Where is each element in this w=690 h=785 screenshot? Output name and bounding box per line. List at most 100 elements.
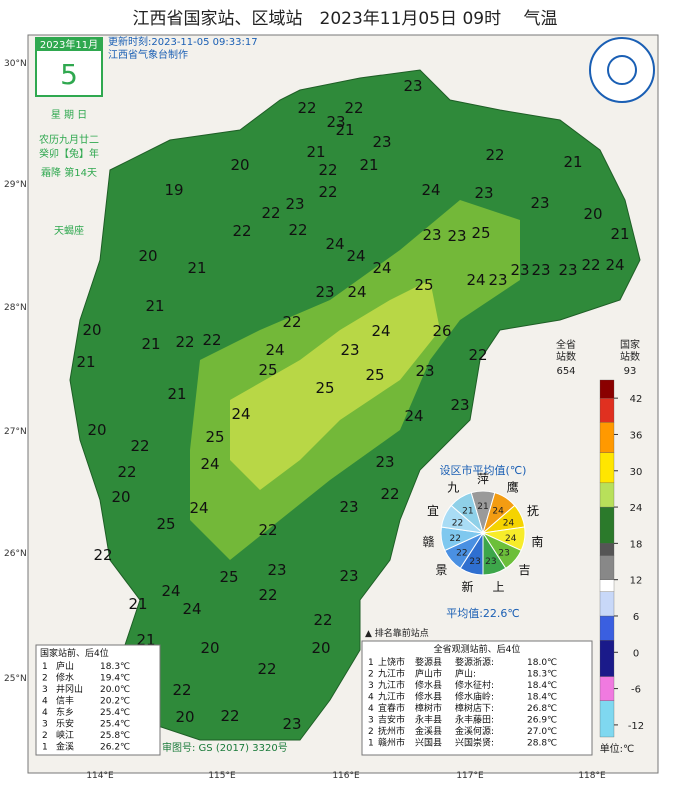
legend-count-all: 654	[556, 366, 575, 377]
station-value: 22	[380, 485, 399, 503]
national-table-box	[35, 644, 161, 756]
station-value: 20	[583, 205, 602, 223]
province-cell: 2	[368, 727, 374, 737]
marker-note: ▲ 排名靠前站点	[365, 627, 429, 639]
legend-line: 站数	[556, 350, 576, 363]
station-value: 24	[404, 407, 423, 425]
day: 5	[60, 58, 78, 91]
update-time: 更新时刻:2023-11-05 09:33:17	[108, 35, 258, 48]
unit: 单位:℃	[600, 742, 635, 755]
station-value: 23	[447, 227, 466, 245]
national-cell: 20.0℃	[100, 685, 130, 695]
station-value: 23	[450, 396, 469, 414]
pie-value: 22	[450, 534, 461, 544]
national-cell: 3	[42, 685, 48, 695]
pie-category: 新	[461, 579, 473, 594]
dynamic-layer: 30°N 29°N 28°N 27°N 26°N 25°N 114°E 115°E 116°E 1…	[4, 59, 644, 781]
colorbar-step	[599, 615, 615, 641]
legend-header-all: 全省站数	[556, 338, 576, 363]
station-value: 23	[339, 567, 358, 585]
station-value: 24	[189, 499, 208, 517]
province-cell: 赣州市	[378, 737, 405, 749]
station-value: 23	[510, 261, 529, 279]
station-value: 24	[265, 341, 284, 359]
province-cell: 庐山市	[415, 668, 442, 680]
national-cell: 修水	[56, 672, 74, 684]
pie-value: 21	[477, 502, 488, 512]
province-cell: 九江市	[378, 679, 405, 691]
legend-header-nat: 国家站数	[620, 338, 640, 363]
national-cell: 2	[42, 731, 48, 741]
national-cell: 2	[42, 674, 48, 684]
station-value: 24	[182, 600, 201, 618]
station-value: 24	[347, 283, 366, 301]
colorbar-step	[599, 506, 615, 544]
station-value: 22	[175, 333, 194, 351]
national-cell: 信丰	[56, 695, 74, 707]
pie-category: 萍	[477, 472, 489, 486]
province-cell: 永丰县	[415, 714, 442, 726]
lon-label: 115°E	[208, 771, 236, 781]
station-value: 22	[344, 99, 363, 117]
lat-label: 30°N	[4, 59, 27, 69]
province-cell: 修水县	[415, 691, 442, 703]
station-value: 21	[145, 297, 164, 315]
station-value: 21	[141, 335, 160, 353]
pie-value: 24	[505, 534, 517, 544]
province-cell: 2	[368, 670, 374, 680]
colorbar-step	[599, 640, 615, 677]
lat-label: 29°N	[4, 180, 27, 190]
legend-line: 国家	[620, 338, 640, 351]
national-cell: 26.2℃	[100, 743, 130, 753]
pie-category: 鹰	[507, 480, 519, 495]
colorbar-step	[599, 591, 615, 617]
province-cell: 宜春市	[378, 702, 405, 714]
colorbar-label: 0	[633, 648, 639, 659]
colorbar-label: -12	[628, 721, 644, 732]
station-value: 22	[581, 256, 600, 274]
province-cell: 兴国县	[415, 738, 442, 749]
lat-label: 25°N	[4, 674, 27, 684]
station-value: 20	[138, 247, 157, 265]
province-cell: 4	[368, 704, 374, 714]
station-value: 23	[530, 194, 549, 212]
maker: 江西省气象台制作	[108, 48, 188, 61]
station-value: 24	[466, 271, 485, 289]
province-cell: 樟树市	[415, 702, 442, 714]
weekday: 星 期 日	[51, 109, 87, 121]
province-cell: 1	[368, 658, 374, 668]
station-value: 20	[175, 708, 194, 726]
station-value: 26	[432, 322, 451, 340]
station-value: 21	[167, 385, 186, 403]
province-cell: 3	[368, 681, 374, 691]
colorbar-step	[599, 422, 615, 453]
province-cell: 28.8℃	[527, 739, 557, 749]
province-cell: 金溪何源:	[455, 725, 494, 737]
station-value: 22	[282, 313, 301, 331]
station-value: 23	[282, 715, 301, 733]
province-cell: 吉安市	[378, 714, 405, 726]
colorbar-label: 24	[630, 503, 643, 514]
station-value: 22	[313, 611, 332, 629]
title: 江西省国家站、区域站 2023年11月05日 09时 气温	[133, 9, 558, 29]
station-value: 25	[258, 361, 277, 379]
province-cell: 庐山:	[455, 668, 476, 680]
approval: 审图号: GS (2017) 3320号	[162, 741, 288, 754]
station-value: 25	[219, 568, 238, 586]
station-value: 20	[82, 321, 101, 339]
station-value: 22	[93, 546, 112, 564]
station-value: 23	[415, 362, 434, 380]
month: 2023年11月	[40, 38, 98, 51]
station-value: 24	[346, 247, 365, 265]
pie-category: 上	[492, 580, 504, 594]
station-value: 22	[297, 99, 316, 117]
national-cell: 4	[42, 708, 48, 718]
national-cell: 金溪	[56, 741, 74, 753]
station-value: 22	[318, 161, 337, 179]
province-cell: 金溪县	[415, 725, 442, 737]
station-value: 24	[161, 582, 180, 600]
lon-label: 118°E	[578, 771, 606, 781]
solar-term: 霜降 第14天	[41, 166, 97, 179]
station-value: 22	[232, 222, 251, 240]
